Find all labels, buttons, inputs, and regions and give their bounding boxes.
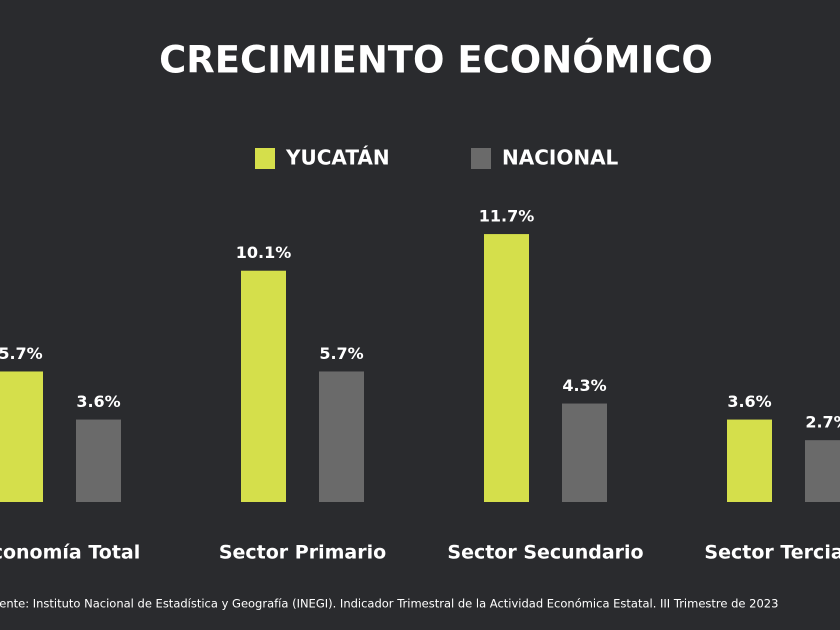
value-label: 3.6%	[76, 392, 120, 411]
bar	[0, 371, 43, 502]
category-label: Sector Primario	[219, 542, 386, 564]
value-label: 2.7%	[805, 413, 840, 432]
value-label: 10.1%	[236, 243, 292, 262]
value-label: 5.7%	[319, 344, 363, 363]
source: Fuente: Instituto Nacional de Estadístic…	[0, 597, 778, 611]
bar	[727, 419, 772, 502]
bar	[76, 419, 121, 502]
category-label: Economía Total	[0, 542, 140, 564]
bar	[319, 371, 364, 502]
value-label: 5.7%	[0, 344, 43, 363]
bar	[241, 270, 286, 502]
value-label: 11.7%	[479, 207, 535, 226]
bar	[805, 440, 840, 502]
value-label: 4.3%	[562, 376, 606, 395]
category-label: Sector Secundario	[447, 542, 643, 564]
bar	[484, 234, 529, 502]
category-label: Sector Terciario	[704, 542, 840, 564]
legend-swatch	[471, 148, 491, 169]
legend-label: NACIONAL	[502, 146, 619, 170]
bar	[562, 403, 607, 502]
legend-label: YUCATÁN	[285, 146, 390, 170]
legend-swatch	[255, 148, 275, 169]
chart-title: CRECIMIENTO ECONÓMICO	[159, 38, 713, 82]
value-label: 3.6%	[727, 392, 771, 411]
